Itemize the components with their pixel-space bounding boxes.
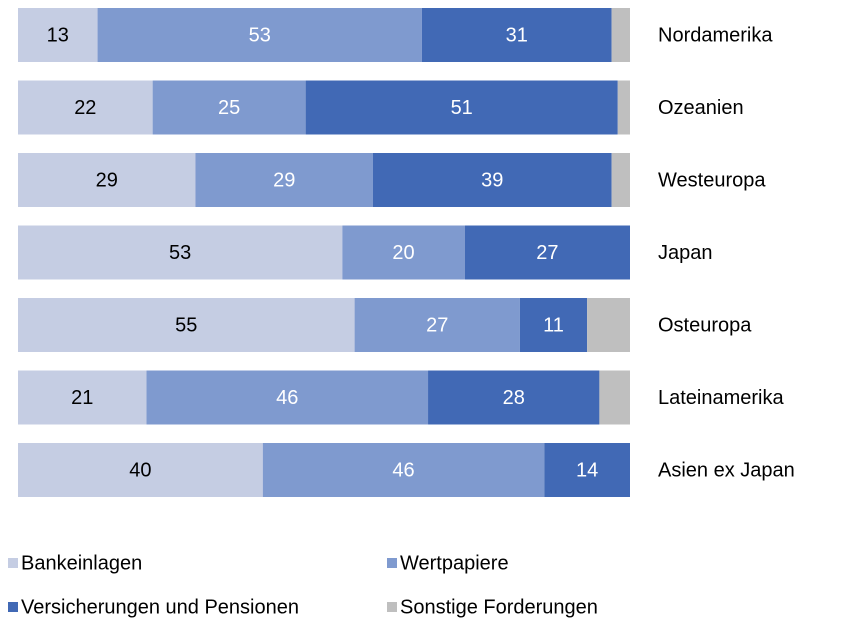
data-label: 31 bbox=[506, 24, 528, 46]
bar-segment bbox=[18, 80, 153, 135]
legend-label: Bankeinlagen bbox=[21, 552, 142, 574]
data-label: 29 bbox=[273, 169, 295, 191]
bar-segment bbox=[599, 370, 630, 425]
bar-segment bbox=[611, 8, 630, 62]
data-label: 21 bbox=[71, 387, 93, 409]
legend-label: Wertpapiere bbox=[400, 552, 509, 574]
bar-segment bbox=[421, 8, 612, 62]
bar-segment bbox=[18, 370, 147, 425]
category-label: Lateinamerika bbox=[658, 387, 785, 409]
data-label: 20 bbox=[392, 242, 414, 264]
data-label: 46 bbox=[392, 459, 414, 481]
category-label: Westeuropa bbox=[658, 169, 766, 191]
bar-segment bbox=[587, 298, 630, 352]
data-label: 14 bbox=[576, 459, 598, 481]
category-label: Nordamerika bbox=[658, 24, 773, 46]
bar-segment bbox=[262, 443, 545, 497]
bar-segment bbox=[18, 8, 98, 62]
data-label: 55 bbox=[175, 314, 197, 336]
bar-segment bbox=[544, 443, 630, 497]
legend-swatch bbox=[8, 602, 18, 612]
bar-segment bbox=[372, 153, 612, 207]
category-label: Ozeanien bbox=[658, 97, 744, 119]
data-label: 11 bbox=[543, 314, 564, 336]
data-label: 29 bbox=[96, 169, 118, 191]
legend-label: Sonstige Forderungen bbox=[400, 596, 598, 618]
data-label: 53 bbox=[249, 24, 271, 46]
data-label: 27 bbox=[536, 242, 558, 264]
bar-segment bbox=[152, 80, 306, 135]
data-label: 22 bbox=[74, 97, 96, 119]
data-label: 40 bbox=[129, 459, 151, 481]
bar-segment bbox=[97, 8, 422, 62]
bar-segment bbox=[18, 225, 343, 280]
bar-segment bbox=[18, 443, 263, 497]
legend-swatch bbox=[387, 558, 397, 568]
bar-segment bbox=[18, 298, 355, 352]
bar-segment bbox=[18, 153, 196, 207]
data-label: 13 bbox=[47, 24, 69, 46]
legend-swatch bbox=[8, 558, 18, 568]
data-label: 53 bbox=[169, 242, 191, 264]
bar-segment bbox=[519, 298, 588, 352]
legend-swatch bbox=[387, 602, 397, 612]
bar-segment bbox=[464, 225, 630, 280]
legend-label: Versicherungen und Pensionen bbox=[21, 596, 299, 618]
data-label: 28 bbox=[503, 387, 525, 409]
data-label: 51 bbox=[451, 97, 473, 119]
data-label: 27 bbox=[426, 314, 448, 336]
bar-segment bbox=[146, 370, 429, 425]
data-label: 25 bbox=[218, 97, 240, 119]
data-label: 46 bbox=[276, 387, 298, 409]
category-label: Japan bbox=[658, 242, 713, 264]
data-label: 39 bbox=[481, 169, 503, 191]
bar-segment bbox=[342, 225, 465, 280]
bar-segment bbox=[428, 370, 600, 425]
bar-segment bbox=[354, 298, 520, 352]
bar-segment bbox=[195, 153, 373, 207]
category-label: Osteuropa bbox=[658, 314, 752, 336]
bar-segment bbox=[305, 80, 618, 135]
bar-segment bbox=[617, 80, 630, 135]
category-label: Asien ex Japan bbox=[658, 459, 795, 481]
bar-segment bbox=[611, 153, 630, 207]
